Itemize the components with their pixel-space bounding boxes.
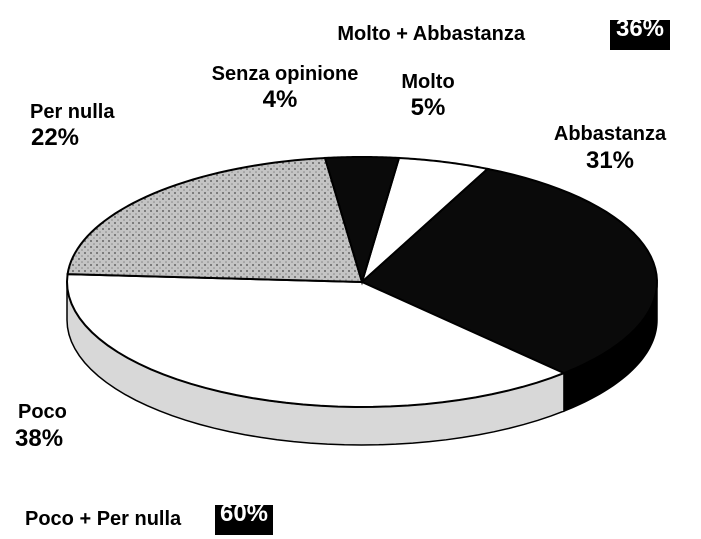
slice-label: Abbastanza <box>554 123 667 145</box>
slice-value: 22% <box>31 124 79 151</box>
group-label: Molto + Abbastanza <box>337 23 525 45</box>
slice-label: Poco <box>18 401 67 423</box>
pie <box>65 155 658 446</box>
group-value: 60% <box>220 500 268 527</box>
group-box <box>610 20 670 50</box>
slice-value: 38% <box>15 425 63 452</box>
slice-label: Per nulla <box>30 101 115 123</box>
slice-label: Molto <box>401 71 454 93</box>
group-value: 36% <box>616 15 664 42</box>
slice-value: 4% <box>263 86 298 113</box>
group-box <box>215 505 273 535</box>
slice-value: 31% <box>586 147 634 174</box>
slice-value: 5% <box>411 94 446 121</box>
slice <box>66 156 364 284</box>
slice <box>323 155 401 286</box>
group-label: Poco + Per nulla <box>25 508 182 530</box>
slice <box>360 167 658 375</box>
slice <box>360 156 490 286</box>
slice <box>65 273 567 408</box>
slice-label: Senza opinione <box>212 63 359 85</box>
